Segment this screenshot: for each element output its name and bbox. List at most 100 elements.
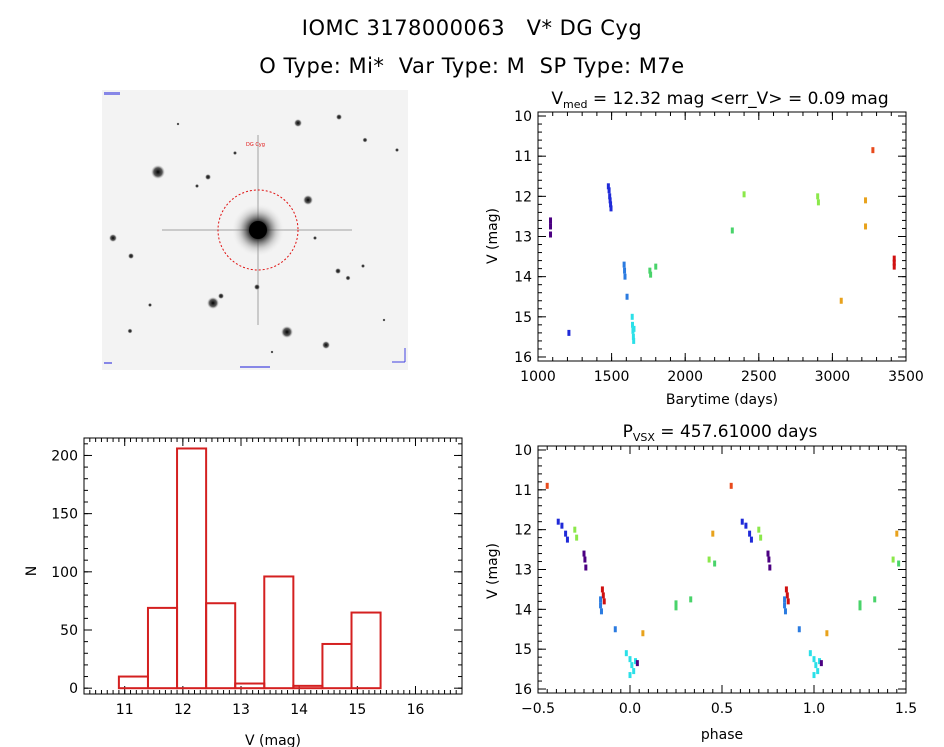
y-tick-label: 12 xyxy=(514,523,532,539)
data-point xyxy=(784,586,788,593)
y-tick-label: 200 xyxy=(51,448,78,464)
y-tick-label: 14 xyxy=(514,270,532,286)
data-point xyxy=(818,658,822,665)
data-point xyxy=(816,668,820,675)
target-aperture-circle xyxy=(217,189,299,271)
data-point xyxy=(858,600,862,607)
data-point xyxy=(808,650,812,657)
data-point xyxy=(740,518,744,525)
field-stars xyxy=(109,114,399,354)
data-point xyxy=(766,550,770,557)
data-point xyxy=(607,187,611,194)
data-point xyxy=(599,608,603,615)
histogram-bar xyxy=(146,606,179,690)
data-point xyxy=(609,201,613,208)
data-point xyxy=(609,205,613,212)
x-tick-label: 16 xyxy=(407,702,425,718)
x-tick-label: 11 xyxy=(116,702,134,718)
y-tick-label: 13 xyxy=(514,563,532,579)
data-point xyxy=(567,329,571,336)
data-point xyxy=(897,560,901,567)
y-tick-label: 150 xyxy=(51,507,78,523)
light-curve-ylabel: V (mag) xyxy=(485,208,501,264)
light-curve-title: Vmed = 12.32 mag <err_V> = 0.09 mag xyxy=(551,89,888,111)
data-point xyxy=(674,600,678,607)
x-tick-label: 3000 xyxy=(815,369,851,385)
y-tick-label: 16 xyxy=(514,682,532,698)
data-point xyxy=(891,556,895,563)
data-point xyxy=(628,656,632,663)
x-tick-label: 1000 xyxy=(520,369,556,385)
data-point xyxy=(768,564,772,571)
x-tick-label: 12 xyxy=(174,702,192,718)
data-point xyxy=(812,672,816,679)
data-point xyxy=(786,598,790,605)
data-point xyxy=(895,530,899,537)
histogram-bar xyxy=(263,575,295,690)
x-tick-label: 1.5 xyxy=(895,701,917,717)
y-tick-label: 11 xyxy=(514,149,532,165)
y-tick-label: 13 xyxy=(514,230,532,246)
data-point xyxy=(628,672,632,679)
data-point xyxy=(625,293,629,300)
histogram-bar xyxy=(350,611,382,690)
data-point xyxy=(864,223,868,230)
x-tick-label: 1500 xyxy=(594,369,630,385)
histogram-bar xyxy=(176,447,208,690)
data-point xyxy=(575,534,579,541)
y-tick-label: 15 xyxy=(514,310,532,326)
y-tick-label: 0 xyxy=(69,681,78,697)
target-marker-label: DG Cyg xyxy=(246,142,265,148)
data-point xyxy=(600,586,604,593)
histogram-bar xyxy=(321,642,353,690)
data-point xyxy=(892,255,896,262)
data-point xyxy=(608,197,612,204)
data-point xyxy=(635,660,639,667)
data-point xyxy=(632,337,636,344)
data-point xyxy=(785,592,789,599)
x-tick-label: 13 xyxy=(232,702,250,718)
data-point xyxy=(689,596,693,603)
histogram-bar xyxy=(292,684,324,690)
data-point xyxy=(839,297,843,304)
data-point xyxy=(601,592,605,599)
data-point xyxy=(814,662,818,669)
data-point xyxy=(729,482,733,489)
data-point xyxy=(606,183,610,190)
data-point xyxy=(825,630,829,637)
data-point xyxy=(748,530,752,537)
data-point xyxy=(641,630,645,637)
phased-curve-title: PVSX = 457.61000 days xyxy=(623,422,818,444)
data-point xyxy=(602,598,606,605)
data-point xyxy=(819,660,823,667)
data-point xyxy=(654,263,658,270)
data-point xyxy=(583,556,587,563)
data-point xyxy=(783,608,787,615)
data-point xyxy=(630,662,634,669)
data-point xyxy=(631,333,635,340)
sky-image: DG Cyg xyxy=(102,90,408,370)
data-point xyxy=(599,596,603,603)
data-point xyxy=(759,534,763,541)
data-point xyxy=(892,263,896,270)
data-point xyxy=(730,227,734,234)
y-tick-label: 14 xyxy=(514,602,532,618)
data-point xyxy=(623,273,627,280)
data-point xyxy=(812,656,816,663)
data-point xyxy=(632,668,636,675)
data-point xyxy=(584,564,588,571)
histogram-frame xyxy=(83,437,463,695)
data-point xyxy=(871,147,875,154)
x-tick-label: 15 xyxy=(348,702,366,718)
data-point xyxy=(707,556,711,563)
corner-annotation-top-left xyxy=(104,92,120,95)
data-point xyxy=(892,259,896,266)
data-point xyxy=(582,550,586,557)
data-point xyxy=(858,604,862,611)
data-point xyxy=(556,518,560,525)
y-tick-label: 12 xyxy=(514,189,532,205)
figure-title: IOMC 3178000063 V* DG Cyg xyxy=(301,16,643,40)
data-point xyxy=(742,191,746,198)
x-tick-label: 1.0 xyxy=(803,701,825,717)
